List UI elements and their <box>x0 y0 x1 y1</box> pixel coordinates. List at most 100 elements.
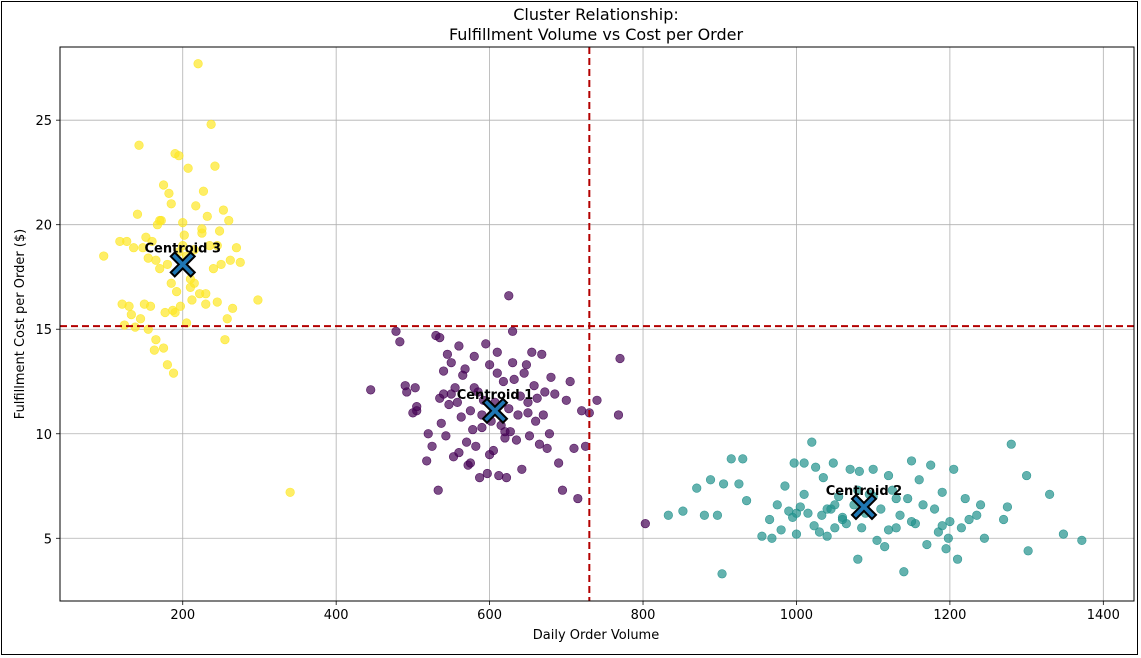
data-point-cluster-3 <box>158 180 169 190</box>
data-point-cluster-3 <box>135 314 146 324</box>
data-point-cluster-2 <box>663 510 673 520</box>
data-point-cluster-3 <box>174 151 184 161</box>
data-point-cluster-2 <box>868 464 878 474</box>
data-point-cluster-1 <box>500 427 510 437</box>
data-point-cluster-2 <box>822 531 832 541</box>
data-point-cluster-2 <box>883 470 894 481</box>
data-point-cluster-1 <box>592 395 602 405</box>
data-point-cluster-2 <box>809 521 819 531</box>
data-point-cluster-1 <box>446 389 456 399</box>
data-point-cluster-3 <box>175 301 186 311</box>
data-point-cluster-1 <box>460 364 470 374</box>
data-point-cluster-1 <box>366 385 376 395</box>
data-point-cluster-1 <box>465 406 476 416</box>
data-point-cluster-2 <box>791 529 802 539</box>
data-point-cluster-2 <box>853 485 863 495</box>
data-point-cluster-1 <box>537 349 547 359</box>
data-point-cluster-3 <box>145 301 156 311</box>
data-point-cluster-2 <box>872 535 882 545</box>
data-point-cluster-1 <box>615 353 625 364</box>
data-point-cluster-2 <box>876 504 886 514</box>
data-point-cluster-2 <box>712 510 723 520</box>
data-point-cluster-2 <box>811 462 821 472</box>
data-point-cluster-3 <box>210 161 220 171</box>
data-point-cluster-2 <box>906 456 917 466</box>
scatter-points <box>99 59 1087 579</box>
data-point-cluster-1 <box>454 447 464 458</box>
data-point-cluster-3 <box>212 241 222 251</box>
centroid-marker <box>169 251 197 278</box>
data-point-cluster-1 <box>433 485 443 495</box>
data-point-cluster-2 <box>964 514 974 525</box>
data-point-cluster-1 <box>521 360 532 370</box>
data-point-cluster-1 <box>561 395 571 405</box>
data-point-cluster-1 <box>542 443 552 453</box>
centroid-label: Centroid 1 <box>457 388 534 403</box>
data-point-cluster-1 <box>540 387 550 397</box>
data-point-cluster-1 <box>577 406 587 416</box>
data-point-cluster-3 <box>122 236 132 247</box>
x-tick-label: 1400 <box>1087 608 1120 623</box>
data-point-cluster-1 <box>438 389 449 399</box>
data-point-cluster-1 <box>492 368 502 378</box>
data-point-cluster-2 <box>1045 489 1055 499</box>
data-point-cluster-3 <box>220 335 230 345</box>
data-point-cluster-1 <box>573 493 583 504</box>
data-point-cluster-1 <box>504 404 514 414</box>
data-point-cluster-3 <box>189 245 199 255</box>
data-point-cluster-2 <box>949 464 959 474</box>
x-tick-label: 800 <box>631 608 656 623</box>
data-point-cluster-2 <box>822 504 832 514</box>
data-point-cluster-2 <box>799 458 809 468</box>
data-point-cluster-2 <box>767 533 777 543</box>
data-point-cluster-1 <box>532 393 542 403</box>
data-point-cluster-2 <box>854 466 864 476</box>
data-point-cluster-3 <box>214 226 225 236</box>
data-point-cluster-2 <box>803 508 813 518</box>
x-tick-label: 400 <box>324 608 349 623</box>
data-point-cluster-3 <box>138 243 148 253</box>
data-point-cluster-3 <box>222 314 232 324</box>
y-axis-label: Fulfillment Cost per Order ($) <box>13 229 28 419</box>
x-tick-label: 1000 <box>780 608 813 623</box>
data-point-cluster-2 <box>903 493 913 504</box>
data-point-cluster-2 <box>857 523 867 533</box>
data-point-cluster-2 <box>906 516 917 527</box>
data-point-cluster-1 <box>640 519 650 529</box>
data-point-cluster-1 <box>446 358 456 368</box>
data-point-cluster-3 <box>129 243 139 253</box>
data-point-cluster-2 <box>975 500 986 510</box>
data-point-cluster-3 <box>162 360 172 370</box>
grid-lines <box>60 47 1134 601</box>
data-point-cluster-2 <box>918 500 928 510</box>
data-point-cluster-2 <box>1002 502 1013 512</box>
data-point-cluster-2 <box>972 510 982 520</box>
axes: 200 400 600 800 1000 1200 1400 5 10 15 20 25 <box>35 46 1135 623</box>
data-point-cluster-3 <box>218 205 229 215</box>
data-point-cluster-1 <box>412 406 422 416</box>
data-point-cluster-2 <box>943 533 953 543</box>
data-point-cluster-3 <box>224 215 234 226</box>
data-point-cluster-1 <box>527 347 537 357</box>
data-point-cluster-2 <box>891 493 901 504</box>
data-point-cluster-1 <box>523 397 533 407</box>
data-point-cluster-2 <box>922 539 932 550</box>
data-point-cluster-2 <box>828 458 838 468</box>
data-point-cluster-2 <box>1006 439 1016 449</box>
centroid-markers: Centroid 1 Centroid 2 Centroid 3 <box>144 241 903 521</box>
data-point-cluster-2 <box>807 437 817 447</box>
data-point-cluster-1 <box>482 468 492 479</box>
data-point-cluster-2 <box>960 493 970 504</box>
data-point-cluster-1 <box>501 473 512 483</box>
centroid-label: Centroid 3 <box>144 241 221 256</box>
data-point-cluster-2 <box>945 516 955 527</box>
data-point-cluster-1 <box>475 473 485 483</box>
centroid-label: Centroid 2 <box>826 484 903 499</box>
data-point-cluster-2 <box>941 544 951 554</box>
data-point-cluster-1 <box>513 410 523 420</box>
data-point-cluster-2 <box>776 525 786 535</box>
data-point-cluster-1 <box>423 429 433 439</box>
data-point-cluster-1 <box>465 458 476 468</box>
data-point-cluster-1 <box>477 422 487 433</box>
